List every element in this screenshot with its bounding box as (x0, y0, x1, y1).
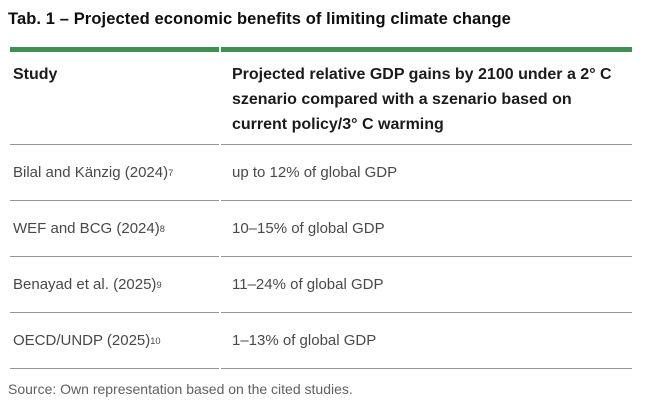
table-row: WEF and BCG (2024) 8 10–15% of global GDP (10, 201, 632, 257)
value-cell: 1–13% of global GDP (221, 313, 632, 369)
value-cell: up to 12% of global GDP (221, 145, 632, 201)
column-header-gdp-gains: Projected relative GDP gains by 2100 und… (221, 47, 632, 145)
study-name: WEF and BCG (2024) (13, 220, 160, 237)
study-cell: OECD/UNDP (2025) 10 (10, 313, 219, 369)
value-cell: 11–24% of global GDP (221, 257, 632, 313)
value-cell: 10–15% of global GDP (221, 201, 632, 257)
study-name: Bilal and Känzig (2024) (13, 164, 169, 181)
study-cell: WEF and BCG (2024) 8 (10, 201, 219, 257)
source-note: Source: Own representation based on the … (8, 381, 353, 397)
study-name: OECD/UNDP (2025) (13, 332, 151, 349)
study-cell: Benayad et al. (2025) 9 (10, 257, 219, 313)
table-row: Bilal and Känzig (2024) 7 up to 12% of gl… (10, 145, 632, 201)
study-cell: Bilal and Känzig (2024) 7 (10, 145, 219, 201)
benefits-table: Study Projected relative GDP gains by 21… (10, 47, 632, 369)
column-header-study: Study (10, 47, 219, 145)
table-header-row: Study Projected relative GDP gains by 21… (10, 47, 632, 145)
table-row: OECD/UNDP (2025) 10 1–13% of global GDP (10, 313, 632, 369)
table-row: Benayad et al. (2025) 9 11–24% of global … (10, 257, 632, 313)
study-name: Benayad et al. (2025) (13, 276, 157, 293)
table-caption: Tab. 1 – Projected economic benefits of … (8, 10, 511, 28)
